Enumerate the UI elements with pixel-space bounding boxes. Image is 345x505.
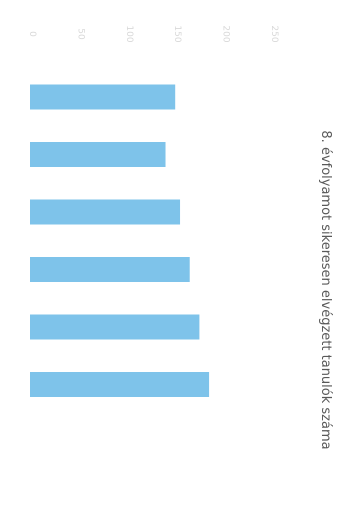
chart-title: 8. évfolyamot sikeresen elvégzett tanuló… (318, 130, 333, 449)
bar (30, 372, 210, 397)
value-tick-label: 150 (172, 25, 182, 42)
bar (30, 257, 190, 282)
bar (30, 84, 176, 110)
value-tick-label: 0 (27, 31, 37, 37)
value-tick-label: 50 (75, 28, 85, 40)
bar (30, 199, 181, 225)
bar (30, 314, 200, 340)
value-tick-label: 100 (124, 25, 134, 42)
value-tick-label: 250 (269, 25, 279, 42)
bar (30, 142, 166, 167)
bar-series (30, 84, 210, 397)
value-axis-ticks: 0 50 100 150 200 250 (27, 25, 279, 42)
value-tick-label: 200 (221, 25, 231, 42)
